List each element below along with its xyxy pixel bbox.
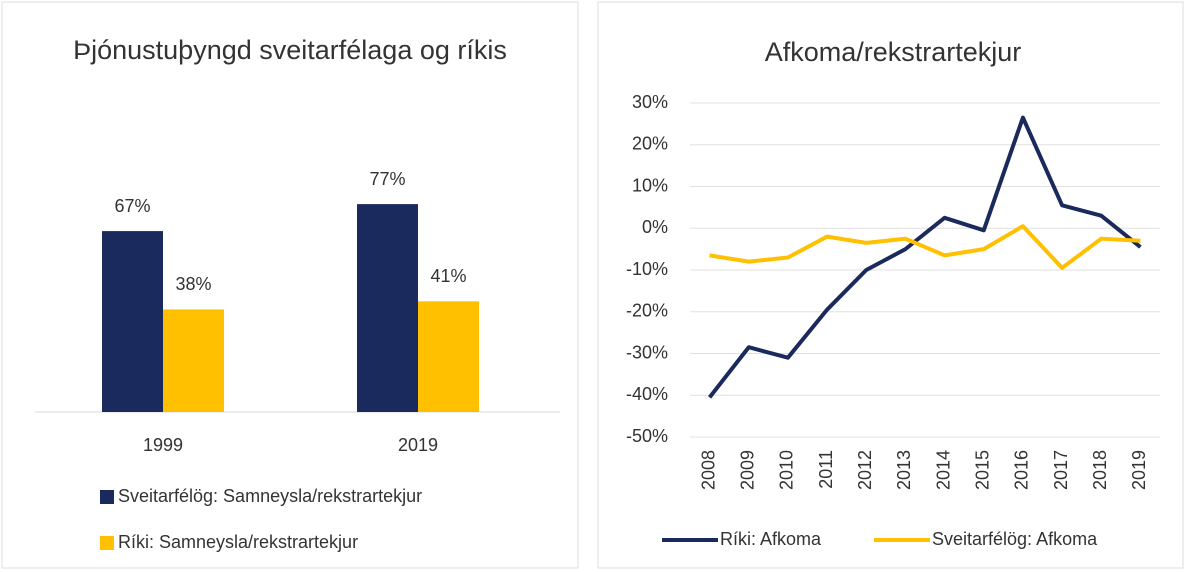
x-tick-label: 2017 — [1051, 450, 1071, 490]
x-tick-label: 2011 — [816, 450, 836, 489]
x-tick-label: 2015 — [973, 450, 993, 490]
legend-swatch — [100, 490, 114, 504]
bar — [418, 301, 479, 412]
data-label: 41% — [430, 266, 466, 286]
bar-title-box: Þjónustuþyngd sveitarfélaga og ríkis — [73, 35, 507, 65]
x-tick-label: 2014 — [933, 450, 953, 490]
legend-label: Sveitarfélög: Samneysla/rekstrartekjur — [118, 486, 422, 506]
y-tick-label: -50% — [626, 426, 668, 446]
y-tick-label: 20% — [632, 134, 668, 154]
data-label: 77% — [369, 169, 405, 189]
line — [709, 224, 1141, 270]
legend-label: Sveitarfélög: Afkoma — [932, 529, 1098, 549]
bar — [357, 204, 418, 412]
legend-label: Ríki: Samneysla/rekstrartekjur — [118, 532, 358, 552]
bar — [163, 309, 224, 412]
chart-title: Þjónustuþyngd sveitarfélaga og ríkis — [73, 35, 507, 65]
left-panel — [1, 1, 579, 569]
y-tick-label: 10% — [632, 175, 668, 195]
x-tick-label: 2013 — [894, 450, 914, 490]
bar — [102, 231, 163, 412]
x-tick-label: 2010 — [777, 450, 797, 490]
x-tick-label: 2018 — [1090, 450, 1110, 490]
y-tick-label: -30% — [626, 342, 668, 362]
y-tick-label: -20% — [626, 301, 668, 321]
x-tick-label: 2012 — [855, 450, 875, 490]
x-tick-label: 1999 — [143, 435, 183, 455]
x-tick-label: 2016 — [1012, 450, 1032, 490]
x-tick-label: 2009 — [738, 450, 758, 490]
y-tick-label: 0% — [642, 217, 668, 237]
data-label: 38% — [175, 274, 211, 294]
x-tick-label: 2019 — [1129, 450, 1149, 490]
chart-title: Afkoma/rekstrartekjur — [765, 37, 1022, 67]
right-panel — [597, 1, 1184, 569]
x-tick-label: 2008 — [698, 450, 718, 490]
y-tick-label: -40% — [626, 384, 668, 404]
line — [708, 115, 1142, 399]
y-tick-label: -10% — [626, 259, 668, 279]
legend-label: Ríki: Afkoma — [720, 529, 822, 549]
legend-swatch — [100, 536, 114, 550]
x-tick-label: 2019 — [398, 435, 438, 455]
data-label: 67% — [114, 196, 150, 216]
y-tick-label: 30% — [632, 92, 668, 112]
